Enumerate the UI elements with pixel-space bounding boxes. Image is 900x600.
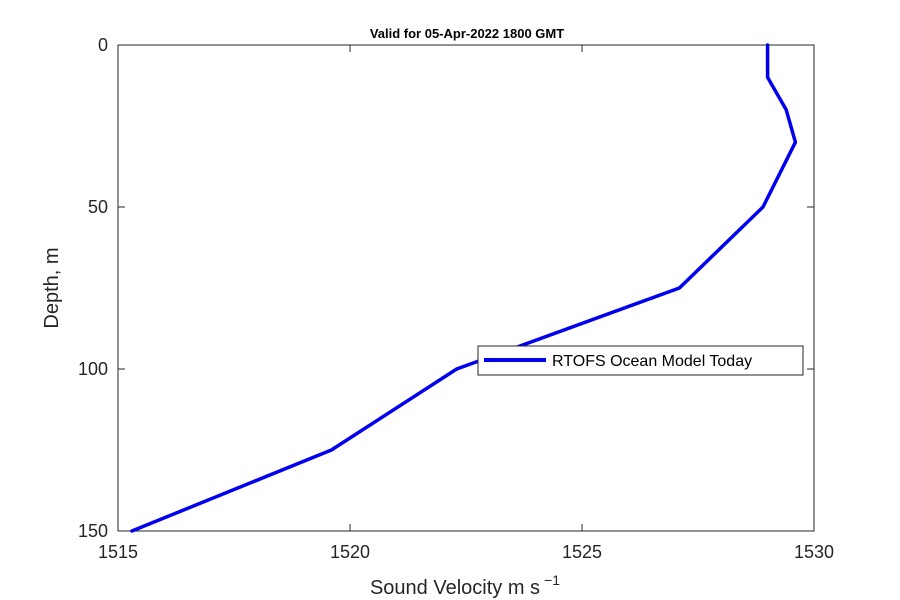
y-tick-label: 50 — [88, 197, 108, 217]
x-tick-label: 1525 — [562, 542, 602, 562]
x-axis-label-text: Sound Velocity m s — [370, 577, 540, 599]
x-tick-label: 1515 — [98, 542, 138, 562]
series-line-rtofs — [130, 43, 798, 533]
x-axis-label-superscript: −1 — [544, 572, 560, 588]
legend-label: RTOFS Ocean Model Today — [552, 353, 752, 370]
x-tick-label: 1520 — [330, 542, 370, 562]
y-tick-label: 0 — [98, 35, 108, 55]
axis-ticks — [117, 44, 815, 532]
y-axis-label: Depth, m — [41, 247, 63, 328]
tick-labels: 1515 1520 1525 1530 0 50 100 150 — [78, 35, 834, 562]
x-tick-label: 1530 — [794, 542, 834, 562]
plot-area — [117, 44, 815, 532]
y-tick-label: 100 — [78, 359, 108, 379]
x-axis-label: Sound Velocity m s −1 — [370, 572, 560, 599]
chart-title: Valid for 05-Apr-2022 1800 GMT — [370, 26, 564, 41]
legend: RTOFS Ocean Model Today — [477, 345, 804, 376]
y-tick-label: 150 — [78, 521, 108, 541]
